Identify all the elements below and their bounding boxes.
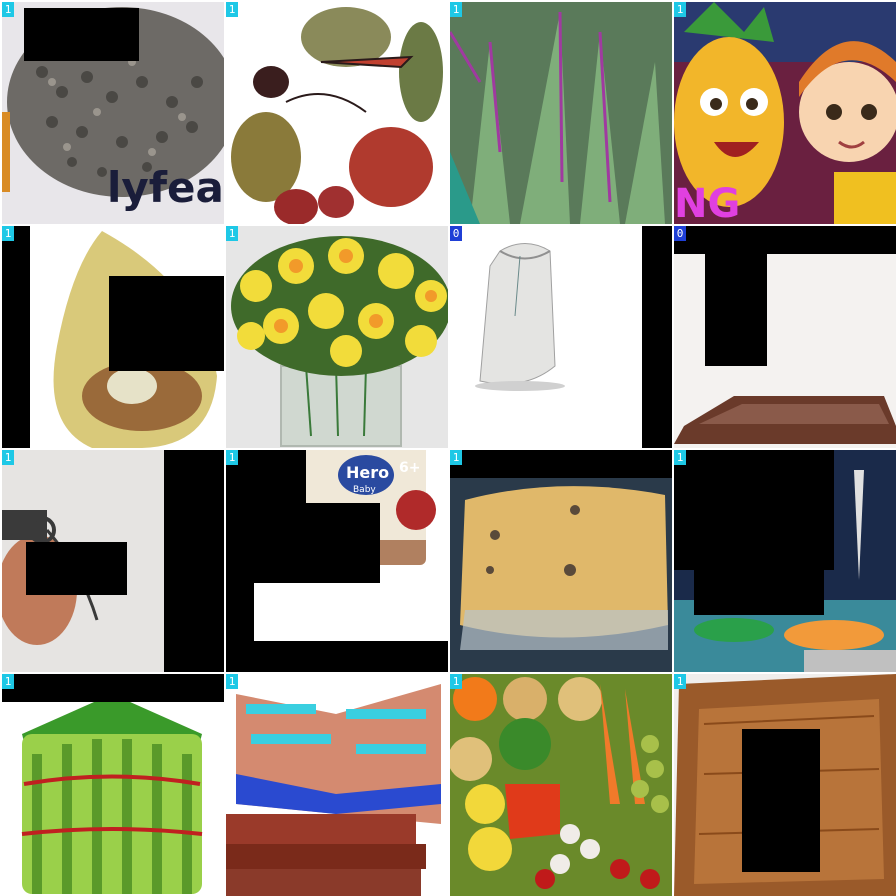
tile-label-badge: 1 (226, 2, 238, 17)
tile-label-badge: 1 (226, 226, 238, 241)
mask-block (254, 450, 306, 503)
tile-label-badge: 1 (450, 450, 462, 465)
tile-wooden-tray[interactable]: 1 (674, 674, 896, 896)
tile-open-book[interactable]: 1 (226, 674, 448, 896)
tile-fruit-sketch[interactable]: 1 (226, 2, 448, 224)
vegetables-image (450, 674, 672, 896)
tile-label-badge: 1 (450, 2, 462, 17)
tile-label-badge: 1 (2, 2, 14, 17)
tile-label-badge: 1 (674, 2, 686, 17)
mask-block (674, 226, 896, 254)
mask-block (642, 226, 672, 448)
seeds-caption: lyfeatly (107, 163, 224, 212)
cartoon-caption: NG (674, 181, 740, 224)
tile-lucky-bamboo[interactable]: 1 (2, 674, 224, 896)
mask-block (742, 729, 820, 872)
baby-food-brand: Hero (346, 463, 389, 482)
mask-block (694, 520, 824, 615)
tile-label-badge: 0 (674, 226, 686, 241)
tile-kitchen-vegetables[interactable]: 1 (674, 450, 896, 672)
tile-label-badge: 0 (450, 226, 462, 241)
baby-food-sub: Baby (353, 485, 376, 495)
mask-block (2, 674, 224, 702)
mask-block (705, 254, 767, 366)
mask-block (226, 450, 254, 672)
daffodil-image (226, 226, 448, 448)
tile-label-badge: 1 (226, 674, 238, 689)
tile-cartoon-pineapple[interactable]: NG 1 (674, 2, 896, 224)
mask-block (164, 450, 224, 672)
tile-tray[interactable]: 0 (674, 226, 896, 448)
tile-vegetables[interactable]: 1 (450, 674, 672, 896)
tile-label-badge: 1 (2, 674, 14, 689)
tile-label-badge: 1 (2, 450, 14, 465)
tile-aloe-leaves[interactable]: 1 (450, 2, 672, 224)
sack-image (450, 226, 672, 448)
tile-label-badge: 1 (674, 674, 686, 689)
mask-block (254, 503, 380, 583)
bread-image (450, 450, 672, 672)
mask-block (226, 641, 448, 672)
tile-label-badge: 1 (674, 450, 686, 465)
tile-bread[interactable]: 1 (450, 450, 672, 672)
mask-block (450, 450, 672, 478)
aloe-image (450, 2, 672, 224)
mask-block (109, 276, 224, 371)
tile-label-badge: 1 (450, 674, 462, 689)
tile-mango[interactable]: 1 (2, 226, 224, 448)
fruit-sketch-image (226, 2, 448, 224)
mask-block (24, 8, 139, 61)
mask-block (26, 542, 127, 595)
cartoon-image: NG (674, 2, 896, 224)
tile-label-badge: 1 (226, 450, 238, 465)
tile-sack[interactable]: 0 (450, 226, 672, 448)
tile-grenade[interactable]: 1 (2, 450, 224, 672)
tile-daffodil-vase[interactable]: 1 (226, 226, 448, 448)
mask-block (2, 226, 30, 448)
book-image (226, 674, 448, 896)
tile-baby-food-jar[interactable]: Hero Baby 6+ 1 (226, 450, 448, 672)
baby-food-age: 6+ (399, 460, 420, 476)
tile-label-badge: 1 (2, 226, 14, 241)
bamboo-image (2, 674, 224, 896)
tile-seeds[interactable]: lyfeatly 1 (2, 2, 224, 224)
